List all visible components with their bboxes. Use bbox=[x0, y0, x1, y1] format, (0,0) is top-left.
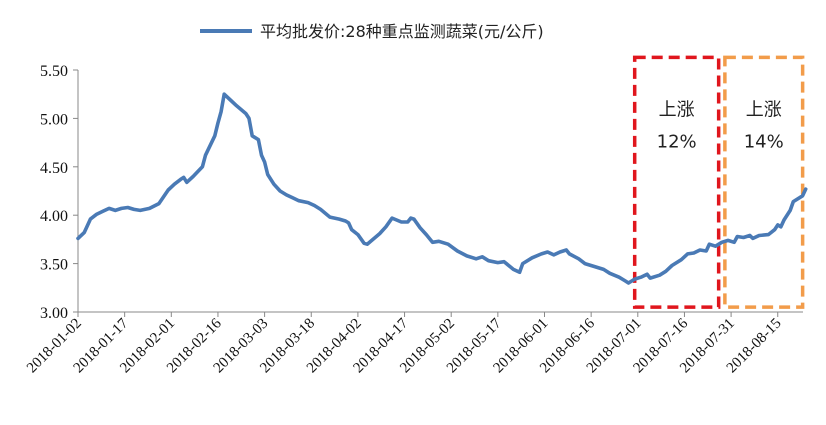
annotations: 上涨 12% 上涨 14% bbox=[632, 55, 805, 309]
y-tick-label: 3.00 bbox=[40, 305, 68, 322]
y-tick-label: 5.00 bbox=[40, 111, 68, 128]
annotation-value-2: 14% bbox=[744, 131, 784, 152]
y-axis: 3.00 3.50 4.00 4.50 5.00 5.50 bbox=[40, 63, 79, 322]
y-tick-label: 4.50 bbox=[40, 160, 68, 177]
annotation-label-1: 上涨 bbox=[659, 99, 695, 120]
legend-label: 平均批发价:28种重点监测蔬菜(元/公斤) bbox=[260, 22, 544, 41]
y-tick-label: 5.50 bbox=[40, 63, 68, 80]
x-axis: 2018-01-022018-01-172018-02-012018-02-16… bbox=[24, 311, 803, 376]
y-tick-label: 3.50 bbox=[40, 257, 68, 274]
annotation-label-2: 上涨 bbox=[746, 99, 782, 120]
annotation-box-2 bbox=[723, 55, 805, 309]
plot-area bbox=[76, 92, 808, 285]
y-tick-label: 4.00 bbox=[40, 208, 68, 225]
annotation-value-1: 12% bbox=[657, 131, 697, 152]
annotation-box-1 bbox=[632, 55, 721, 309]
series-line bbox=[76, 92, 808, 285]
legend: 平均批发价:28种重点监测蔬菜(元/公斤) bbox=[200, 22, 544, 41]
